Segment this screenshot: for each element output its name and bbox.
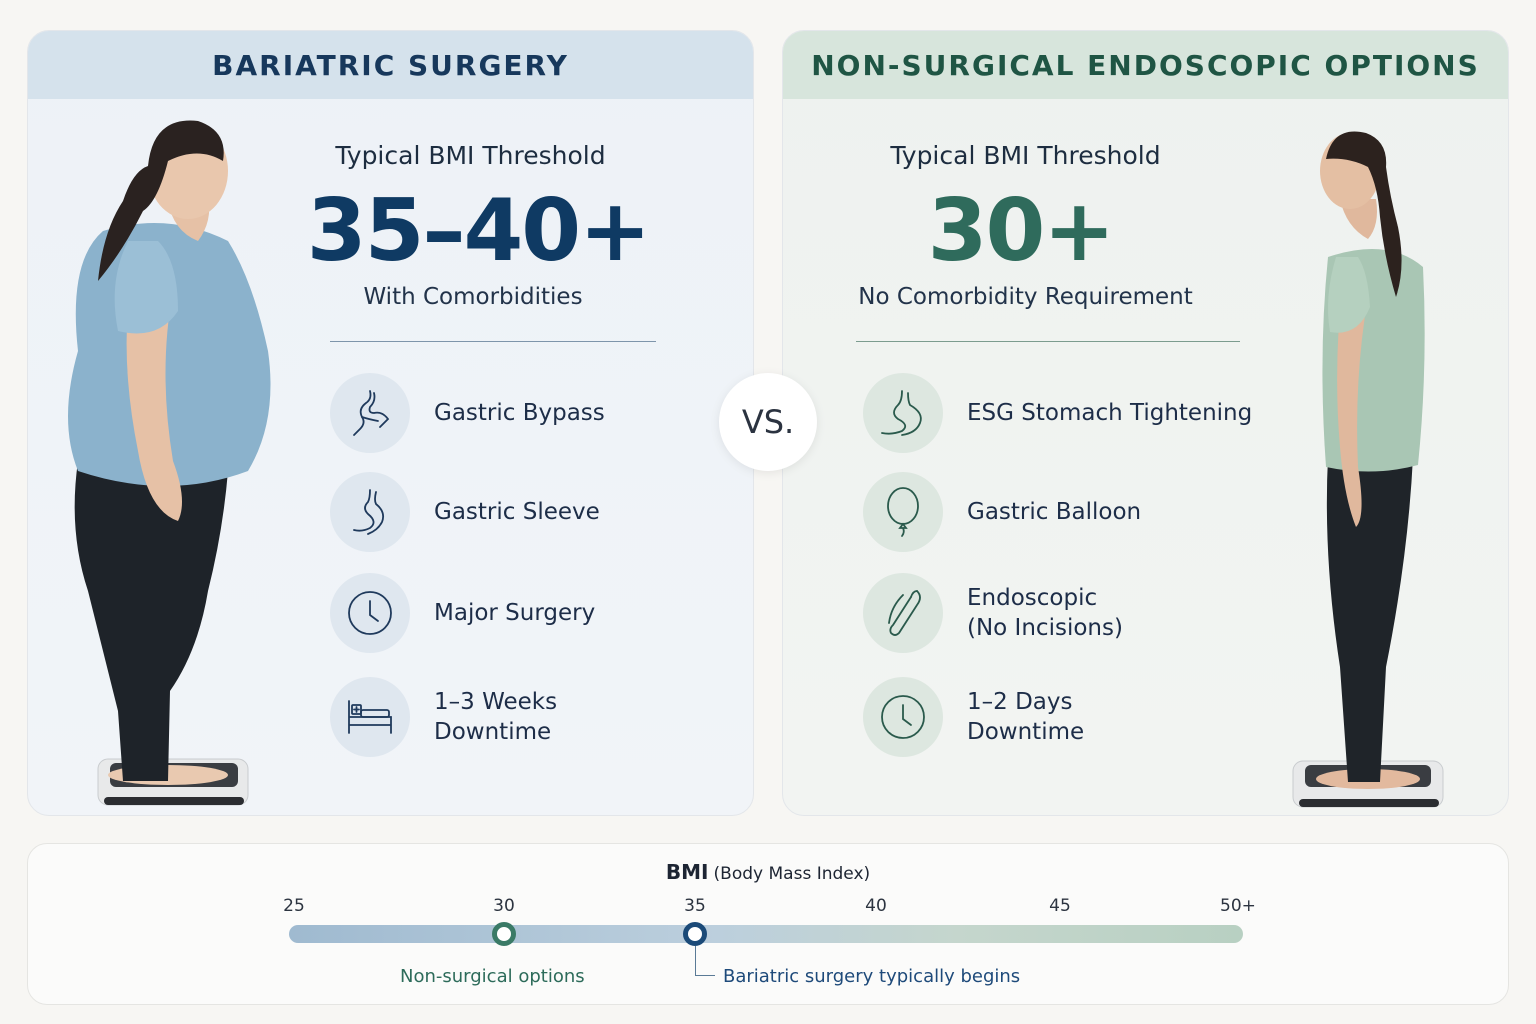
bmi-marker-bariatric [683, 922, 707, 946]
right-item-label: 1–2 Days Downtime [967, 689, 1085, 745]
bmi-tick: 30 [493, 896, 515, 916]
right-item-esg: ESG Stomach Tightening [863, 373, 1252, 453]
hospital-bed-icon [330, 677, 410, 757]
non-surgical-options-panel: NON-SURGICAL ENDOSCOPIC OPTIONS Typical … [782, 30, 1509, 816]
right-item-label: Gastric Balloon [967, 499, 1142, 525]
person-on-scale-illustration [68, 120, 271, 806]
right-divider [856, 341, 1240, 342]
right-threshold-label: Typical BMI Threshold [890, 141, 1161, 170]
bariatric-callout-leader [695, 946, 715, 976]
left-item-gastric-sleeve: Gastric Sleeve [330, 472, 600, 552]
bmi-marker-non-surgical [492, 922, 516, 946]
left-item-label: Gastric Bypass [434, 400, 605, 426]
right-threshold-subtitle: No Comorbidity Requirement [858, 284, 1193, 310]
bmi-title: BMI [665, 860, 709, 884]
left-item-label: 1–3 Weeks Downtime [434, 689, 558, 745]
bmi-tick: 45 [1049, 896, 1071, 916]
left-item-gastric-bypass: Gastric Bypass [330, 373, 605, 453]
stomach-icon [863, 373, 943, 453]
left-threshold-subtitle: With Comorbidities [363, 284, 583, 310]
bmi-scale-title: BMI (Body Mass Index) [28, 860, 1508, 884]
bariatric-callout: Bariatric surgery typically begins [723, 966, 1021, 987]
bariatric-surgery-panel: BARIATRIC SURGERY Typical BMI Threshold … [27, 30, 754, 816]
left-item-major-surgery: Major Surgery [330, 573, 595, 653]
right-item-label: ESG Stomach Tightening [967, 400, 1253, 426]
balloon-icon [863, 472, 943, 552]
endoscope-icon [863, 573, 943, 653]
clock-icon [863, 677, 943, 757]
right-item-gastric-balloon: Gastric Balloon [863, 472, 1141, 552]
left-threshold-value: 35–40+ [306, 181, 651, 281]
right-item-label: Endoscopic (No Incisions) [967, 585, 1123, 641]
bmi-tick: 35 [684, 896, 706, 916]
bariatric-surgery-title: BARIATRIC SURGERY [28, 31, 753, 99]
left-item-label: Major Surgery [434, 600, 596, 626]
left-threshold-label: Typical BMI Threshold [335, 141, 606, 170]
stomach-sleeve-icon [330, 472, 410, 552]
right-item-downtime: 1–2 Days Downtime [863, 677, 1084, 757]
vs-badge: VS. [719, 373, 817, 471]
left-item-downtime: 1–3 Weeks Downtime [330, 677, 557, 757]
person-on-scale-illustration [1292, 131, 1444, 808]
bmi-subtitle: (Body Mass Index) [713, 864, 871, 884]
bmi-tick: 40 [865, 896, 887, 916]
right-item-endoscopic: Endoscopic (No Incisions) [863, 573, 1123, 653]
bmi-tick: 25 [283, 896, 305, 916]
bmi-scale-bar [289, 925, 1243, 943]
bmi-scale-panel: BMI (Body Mass Index) 25 30 35 40 45 50+… [27, 843, 1509, 1005]
stomach-bypass-icon [330, 373, 410, 453]
bmi-tick: 50+ [1220, 896, 1256, 916]
left-divider [330, 341, 656, 342]
non-surgical-options-title: NON-SURGICAL ENDOSCOPIC OPTIONS [783, 31, 1508, 99]
non-surgical-callout: Non-surgical options [400, 966, 585, 987]
left-item-label: Gastric Sleeve [434, 499, 600, 525]
right-threshold-value: 30+ [927, 181, 1116, 281]
clock-icon [330, 573, 410, 653]
